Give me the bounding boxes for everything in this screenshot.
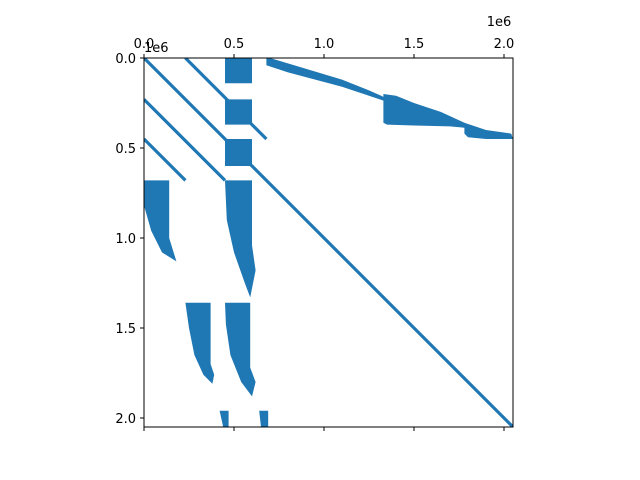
x-offset-label: 1e6 <box>487 15 512 30</box>
y-tick-label: 0.5 <box>115 142 136 157</box>
y-tick-label: 2.0 <box>115 412 136 427</box>
diagonal-band-3 <box>144 98 227 182</box>
diagonal-band-2 <box>184 58 268 141</box>
dense-region-lower-fan-1 <box>144 180 177 262</box>
dense-region-lower-fan-2 <box>225 180 256 298</box>
plot-data <box>144 58 513 427</box>
axes-frame <box>143 57 514 428</box>
dense-region-lower-fan-3 <box>185 302 215 384</box>
axis-ticks: 0.0 0.5 1.0 1.5 2.0 0.0 0.5 1.0 1.5 2.0 <box>115 37 514 431</box>
x-tick-label: 0.0 <box>134 37 155 52</box>
dense-region-bottom-strip-2 <box>259 410 269 427</box>
dense-region-lower-fan-4 <box>225 302 256 397</box>
x-tick-label: 2.0 <box>494 37 515 52</box>
y-tick-label: 0.0 <box>115 52 136 67</box>
x-tick-label: 1.5 <box>404 37 425 52</box>
y-tick-label: 1.0 <box>115 232 136 247</box>
diagonal-band-1 <box>144 58 513 427</box>
dense-region-bottom-strip-1 <box>219 410 229 427</box>
dense-region-block-a-top <box>225 58 252 84</box>
x-tick-label: 1.0 <box>314 37 335 52</box>
dense-region-upper-fan-1 <box>266 58 386 102</box>
dense-region-upper-fan-3 <box>464 122 513 139</box>
x-tick-label: 0.5 <box>224 37 245 52</box>
y-offset-label: 1e6 <box>144 41 169 56</box>
y-tick-label: 1.5 <box>115 322 136 337</box>
diagonal-band-4 <box>144 137 187 182</box>
dense-region-upper-fan-2 <box>383 94 470 129</box>
